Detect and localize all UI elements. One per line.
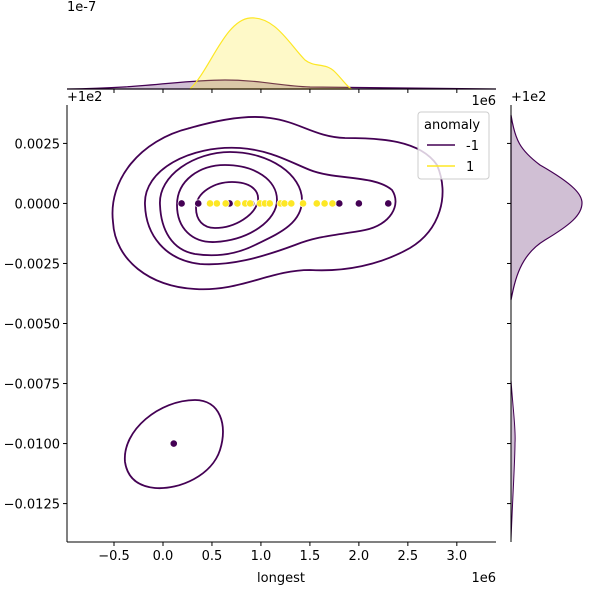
top-marginal-scale-label: 1e-7: [67, 0, 96, 15]
y-tick-label-0: 0.0025: [15, 137, 61, 152]
scatter-point-neg1-0: [177, 199, 186, 208]
scatter-point-1-15: [328, 199, 337, 208]
x-tick-label-4: 1.5: [300, 549, 321, 564]
scatter-point-neg1-5: [354, 199, 363, 208]
scatter-point-1-13: [312, 199, 321, 208]
scatter-point-1-5: [246, 199, 255, 208]
right-marginal-density-neg1: [510, 114, 583, 301]
scatter-point-1-11: [287, 199, 296, 208]
scatter-point-1-14: [320, 199, 329, 208]
x-tick-label-2: 0.5: [202, 549, 223, 564]
legend-label-neg1: -1: [466, 139, 479, 154]
scatter-point-1-1: [212, 199, 221, 208]
scatter-point-neg1-1: [194, 199, 203, 208]
x-tick-label-3: 1.0: [251, 549, 272, 564]
top-marginal-density-1: [188, 17, 353, 90]
kde-contour-4: [195, 181, 259, 229]
scatter-point-neg1-7: [169, 439, 178, 448]
scatter-point-neg1-6: [384, 199, 393, 208]
right-marginal-density-neg1-minor: [510, 379, 516, 541]
x-tick-label-7: 3.0: [446, 549, 467, 564]
y-tick-label-2: −0.0025: [4, 257, 60, 272]
scatter-point-1-3: [233, 199, 242, 208]
scatter-point-1-2: [221, 199, 230, 208]
x-axis-label: longest: [257, 571, 305, 586]
x-tick-label-6: 2.5: [398, 549, 419, 564]
scatter-points: [169, 199, 393, 448]
kde-contour-2: [159, 151, 303, 257]
x-tick-label-0: −0.5: [98, 549, 130, 564]
y-tick-label-4: −0.0075: [4, 378, 60, 393]
x-offset-label: 1e6: [471, 571, 496, 586]
y-tick-label-6: −0.0125: [4, 498, 60, 513]
y-tick-label-5: −0.0100: [4, 438, 60, 453]
scatter-point-1-8: [265, 199, 274, 208]
y-tick-label-3: −0.0050: [4, 318, 60, 333]
top-marginal-offset-label: 1e6: [471, 94, 496, 109]
scatter-point-1-12: [299, 199, 307, 208]
right-marginal-offset-label: +1e2: [511, 90, 546, 105]
x-tick-label-5: 2.0: [349, 549, 370, 564]
legend-title: anomaly: [424, 118, 480, 133]
x-tick-label-1: 0.0: [153, 549, 174, 564]
legend: anomaly -1 1: [417, 111, 490, 180]
marginal-densities: [66, 17, 583, 541]
kde-contour-5: [124, 399, 224, 489]
scatter-point-1-0: [206, 199, 214, 208]
kde-contour-3: [176, 164, 278, 243]
axes: −0.5 0.0 0.5 1.0 1.5 2.0 2.5 3.0 0.0025 0.0000 −0.…: [4, 88, 512, 564]
kde-contour-1: [144, 146, 397, 266]
legend-label-1: 1: [466, 160, 474, 175]
kde-contours: [111, 116, 444, 489]
y-offset-label: +1e2: [67, 90, 102, 105]
scatter-point-neg1-4: [335, 199, 344, 208]
scatter-point-1-10: [280, 199, 289, 208]
y-tick-label-1: 0.0000: [15, 197, 61, 212]
